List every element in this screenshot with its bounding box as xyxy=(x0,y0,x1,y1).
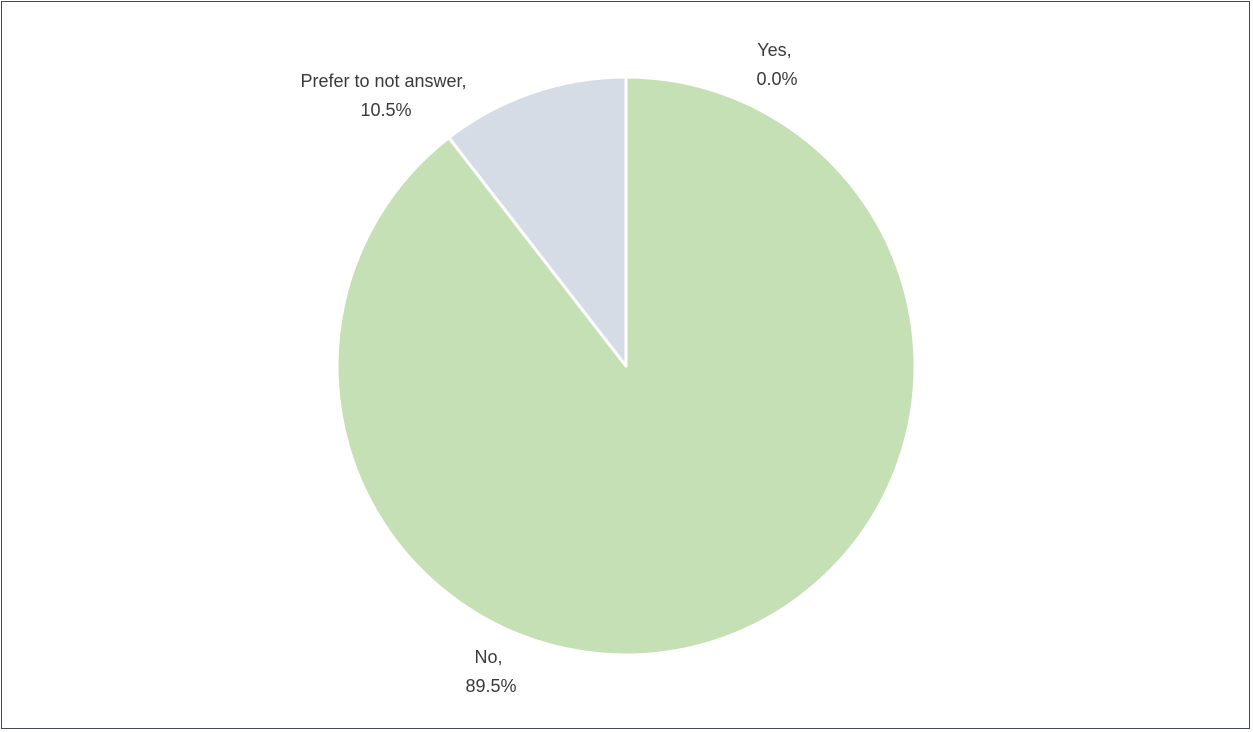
slice-label-prefer: Prefer to not answer, 10.5% xyxy=(300,71,471,120)
slice-label-yes-name: Yes, xyxy=(757,40,791,60)
pie-slices xyxy=(335,75,917,657)
slice-label-prefer-name: Prefer to not answer, xyxy=(300,71,466,91)
slice-label-no-value: 89.5% xyxy=(465,676,516,696)
pie-slice-prefer-to-not-answer xyxy=(447,75,628,368)
slice-label-yes: Yes, 0.0% xyxy=(756,40,797,89)
slice-label-no-name: No, xyxy=(474,647,502,667)
slice-label-no-name-text: No xyxy=(474,647,497,667)
slice-label-no: No, 89.5% xyxy=(465,647,516,696)
slice-label-yes-value: 0.0% xyxy=(756,69,797,89)
slice-label-yes-name-text: Yes xyxy=(757,40,786,60)
slice-label-prefer-name-text: Prefer to not answer xyxy=(300,71,462,91)
slice-label-prefer-value: 10.5% xyxy=(360,100,411,120)
